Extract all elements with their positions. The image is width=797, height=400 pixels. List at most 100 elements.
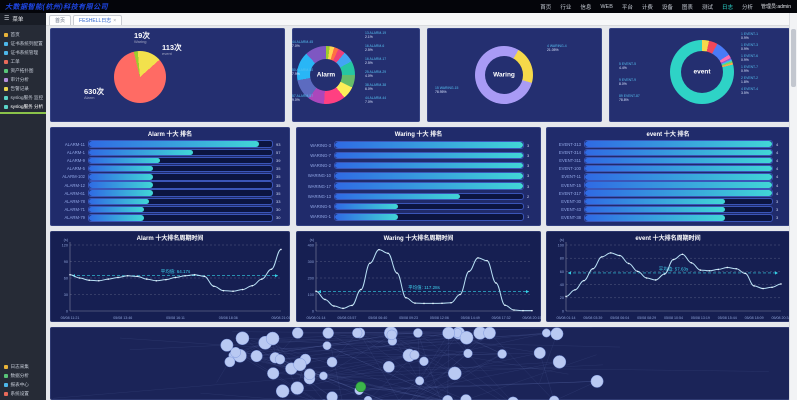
donut-callout-label: 1 EVENT-7 0.9% xyxy=(741,65,758,74)
top-menu-item[interactable]: WEB xyxy=(600,3,613,10)
sidebar-item[interactable]: 资产拓扑图 xyxy=(0,66,46,75)
sidebar-item[interactable]: 数据分析 xyxy=(0,371,46,380)
sidebar-items: 首页 证书系统列配置 证书系统管理 工单 资产拓扑图 审计分析 告警记录 syslog服务 监… xyxy=(0,30,46,114)
top-menu-item[interactable]: 信息 xyxy=(580,4,592,11)
top-menu-item[interactable]: 设备 xyxy=(661,4,673,11)
top-menu-item[interactable]: 行业 xyxy=(560,4,572,11)
bar-label: WARING-10 xyxy=(307,173,331,179)
tab-FESHELL日志[interactable]: FESHELL日志 × xyxy=(73,14,123,25)
bar-fill xyxy=(89,206,144,213)
top-menu-item[interactable]: 图表 xyxy=(681,4,693,11)
bar-label: ALARM-71 xyxy=(64,207,85,213)
top-menu-item[interactable]: 平台 xyxy=(621,4,633,11)
menu-icon xyxy=(4,59,8,64)
bar-row: EVENT-311 4 xyxy=(551,156,785,165)
bars-alarm-chart: ALARM-11 93 ALARM-1 57 ALARM-9 39 ALARM-5 35 ALA… xyxy=(55,140,285,222)
sidebar-item[interactable]: syslog服务 监控 xyxy=(0,93,46,102)
bar-value: 35 xyxy=(276,174,281,180)
donut-hole xyxy=(485,56,523,94)
panel-title: Waring 十大排名周期时间 xyxy=(383,236,454,242)
bar-row: ALARM-61 35 xyxy=(55,189,285,197)
svg-text:60: 60 xyxy=(560,270,564,274)
donut-callout-label: 16 ALARM-6 2.5% xyxy=(365,44,385,53)
bar-label: ALARM-78 xyxy=(64,198,85,204)
sidebar-item[interactable]: 日志采集 xyxy=(0,362,46,371)
sidebar-item[interactable]: 告警记录 xyxy=(0,84,46,93)
bar-value: 4 xyxy=(776,166,779,172)
bar-value: 3 xyxy=(527,142,530,148)
bar-label: EVENT-313 xyxy=(558,141,581,147)
sidebar-item[interactable]: 证书系统管理 xyxy=(0,48,46,57)
sidebar-item[interactable]: 审计分析 xyxy=(0,75,46,84)
top-menu-item[interactable]: 计费 xyxy=(641,4,653,11)
bar-track xyxy=(334,172,524,180)
bar-value: 3 xyxy=(776,207,779,213)
top-menu-item[interactable]: 分析 xyxy=(741,4,753,11)
bar-track xyxy=(88,140,273,148)
sidebar-item[interactable]: syslog服务 分析 xyxy=(0,102,46,111)
bar-label: EVENT-314 xyxy=(558,149,581,155)
bar-fill xyxy=(585,141,772,147)
bar-label: EVENT-43 xyxy=(561,207,581,213)
bar-track xyxy=(88,205,273,214)
bar-row: EVENT-313 4 xyxy=(551,140,785,148)
sidebar-item-label: 系统设置 xyxy=(10,390,29,396)
vertical-scrollbar[interactable] xyxy=(789,13,797,400)
sidebar-item[interactable]: 系统设置 xyxy=(0,389,46,398)
sidebar-item[interactable]: 工单 xyxy=(0,57,46,66)
donut-callout-label: 4 WARING-4 21.05% xyxy=(547,44,567,53)
hamburger-icon: ☰ xyxy=(4,16,10,22)
bar-value: 3 xyxy=(527,173,530,179)
tab-close-icon[interactable]: × xyxy=(113,17,117,24)
panel-title: event 十大排名周期时间 xyxy=(635,236,701,242)
tab-label: FESHELL日志 xyxy=(79,18,112,24)
bar-fill xyxy=(585,174,772,180)
pie-label: 19次 Waring xyxy=(134,31,150,44)
top-menu-item[interactable]: 日志 xyxy=(721,4,733,11)
bar-track xyxy=(584,189,773,197)
bar-value: 35 xyxy=(276,166,281,172)
svg-text:0: 0 xyxy=(562,309,564,313)
tab-首页[interactable]: 首页 xyxy=(49,14,72,25)
sidebar-item[interactable]: 首页 xyxy=(0,30,46,39)
bar-value: 4 xyxy=(776,182,779,188)
bar-label: WARING-2 xyxy=(310,163,331,169)
svg-text:05/08 13:19: 05/08 13:19 xyxy=(691,316,710,320)
svg-text:100: 100 xyxy=(558,243,564,247)
donut-center-label: Alarm xyxy=(316,71,336,79)
sidebar-menu-label: 菜单 xyxy=(12,17,24,23)
top-menu-item[interactable]: 首页 xyxy=(540,4,552,11)
sidebar-menu-header[interactable]: ☰ 菜单 xyxy=(0,13,46,25)
bar-fill xyxy=(335,162,523,169)
sidebar-item[interactable]: 证书系统列配置 xyxy=(0,39,46,48)
top-menu-item[interactable]: 测试 xyxy=(701,4,713,11)
donut-callout-label: 25 ALARM-29 4.0% xyxy=(365,70,387,79)
tab-bar: 首页 FESHELL日志 × xyxy=(46,13,797,26)
svg-text:05/08 17:32: 05/08 17:32 xyxy=(492,316,511,320)
bar-fill xyxy=(89,165,154,172)
menu-icon xyxy=(4,373,8,378)
sidebar-item-label: syslog服务 分析 xyxy=(10,103,44,109)
bar-fill xyxy=(89,190,154,196)
bar-label: EVENT-30 xyxy=(561,198,581,204)
donut-callout-label: 57 ALARM-57 9.0% xyxy=(292,94,314,103)
donut-callout-label: 9 EVENT-9 8.0% xyxy=(619,78,636,87)
bar-track xyxy=(88,181,273,189)
waring-trend-panel: Waring 十大排名周期时间 0 100 200 300 400 (s) 05/08 01… xyxy=(296,231,541,322)
scrollbar-thumb[interactable] xyxy=(791,29,796,87)
panel-title: Alarm 十大排名周期时间 xyxy=(136,236,204,242)
donut-callout-label: 5 EVENT-5 4.4% xyxy=(619,62,636,71)
donut-center-label: event xyxy=(693,68,711,76)
sidebar-item[interactable]: 报表中心 xyxy=(0,380,46,389)
menu-icon xyxy=(4,95,8,100)
svg-text:05/08 09:23: 05/08 09:23 xyxy=(399,316,418,320)
bar-value: 93 xyxy=(276,141,281,147)
bar-label: ALARM-61 xyxy=(64,190,85,196)
svg-text:0: 0 xyxy=(66,309,68,313)
line-alarm-chart: 0 30 60 90 120(s) 05/08 11:21 05/08 13:46 05/08… xyxy=(61,238,290,320)
bar-track xyxy=(584,140,773,148)
bar-label: EVENT-11 xyxy=(561,174,581,180)
bar-row: EVENT-43 3 xyxy=(551,205,785,214)
waring-top10-bars-panel: Waring 十大 排名 WARING-3 3 WARING-7 3 WARING-2 3… xyxy=(296,127,541,226)
tab-label: 首页 xyxy=(55,18,66,24)
